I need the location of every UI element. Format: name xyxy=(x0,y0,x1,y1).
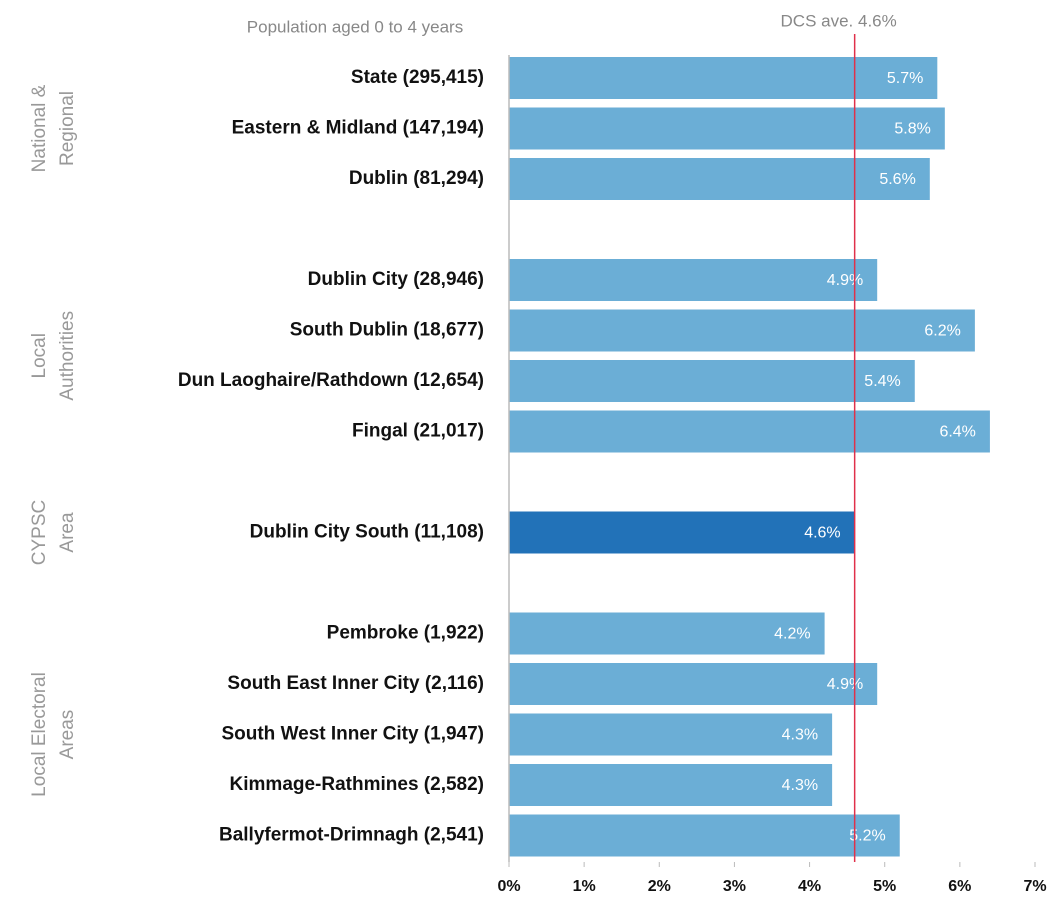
y-tick-label: Ballyfermot-Drimnagh (2,541) xyxy=(219,825,484,846)
y-tick-label: Dun Laoghaire/Rathdown (12,654) xyxy=(178,370,484,391)
value-label: 5.8% xyxy=(894,121,930,138)
bar xyxy=(509,57,938,99)
group-label: CYPSC xyxy=(29,500,50,565)
y-tick-label: State (295,415) xyxy=(351,67,484,88)
value-label: 5.4% xyxy=(864,373,900,390)
reference-label: DCS ave. 4.6% xyxy=(781,11,897,30)
bar xyxy=(509,158,930,200)
group-label: Areas xyxy=(57,710,78,760)
bar xyxy=(509,410,990,453)
bar xyxy=(509,309,975,352)
y-tick-label: Pembroke (1,922) xyxy=(327,623,484,644)
x-tick-label: 0% xyxy=(497,878,520,895)
bar xyxy=(509,511,855,554)
value-label: 4.2% xyxy=(774,626,810,643)
bar xyxy=(509,814,900,857)
bar xyxy=(509,713,833,756)
x-tick-label: 6% xyxy=(948,878,971,895)
y-tick-label: South Dublin (18,677) xyxy=(290,320,484,341)
group-label: Authorities xyxy=(57,311,78,401)
y-tick-label: Fingal (21,017) xyxy=(352,421,484,442)
value-label: 4.6% xyxy=(804,525,840,542)
x-tick-label: 2% xyxy=(648,878,671,895)
bar xyxy=(509,360,915,402)
y-tick-label: Dublin City (28,946) xyxy=(308,269,484,290)
y-tick-label: South East Inner City (2,116) xyxy=(227,673,484,694)
value-label: 6.4% xyxy=(939,424,975,441)
value-label: 4.3% xyxy=(782,777,818,794)
y-tick-label: Dublin City South (11,108) xyxy=(250,522,484,543)
value-label: 5.7% xyxy=(887,70,923,87)
axis-title: Population aged 0 to 4 years xyxy=(247,17,463,36)
x-tick-label: 4% xyxy=(798,878,821,895)
value-label: 4.9% xyxy=(827,676,863,693)
y-tick-label: South West Inner City (1,947) xyxy=(221,724,484,745)
bar xyxy=(509,259,878,301)
y-tick-label: Dublin (81,294) xyxy=(349,168,484,189)
value-label: 5.6% xyxy=(879,171,915,188)
bar xyxy=(509,612,825,655)
x-tick-label: 3% xyxy=(723,878,746,895)
value-label: 4.9% xyxy=(827,272,863,289)
x-tick-label: 7% xyxy=(1023,878,1046,895)
group-label: Area xyxy=(57,512,78,553)
group-label: Local Electoral xyxy=(29,672,50,797)
bar xyxy=(509,107,945,150)
group-label: Local xyxy=(29,333,50,378)
y-tick-label: Eastern & Midland (147,194) xyxy=(232,118,484,139)
group-label: Regional xyxy=(57,91,78,166)
y-tick-label: Kimmage-Rathmines (2,582) xyxy=(230,774,484,795)
value-label: 5.2% xyxy=(849,828,885,845)
value-label: 6.2% xyxy=(924,323,960,340)
x-tick-label: 1% xyxy=(573,878,596,895)
bar xyxy=(509,663,878,705)
group-label: National & xyxy=(29,84,50,172)
bar xyxy=(509,764,833,806)
x-tick-label: 5% xyxy=(873,878,896,895)
value-label: 4.3% xyxy=(782,727,818,744)
